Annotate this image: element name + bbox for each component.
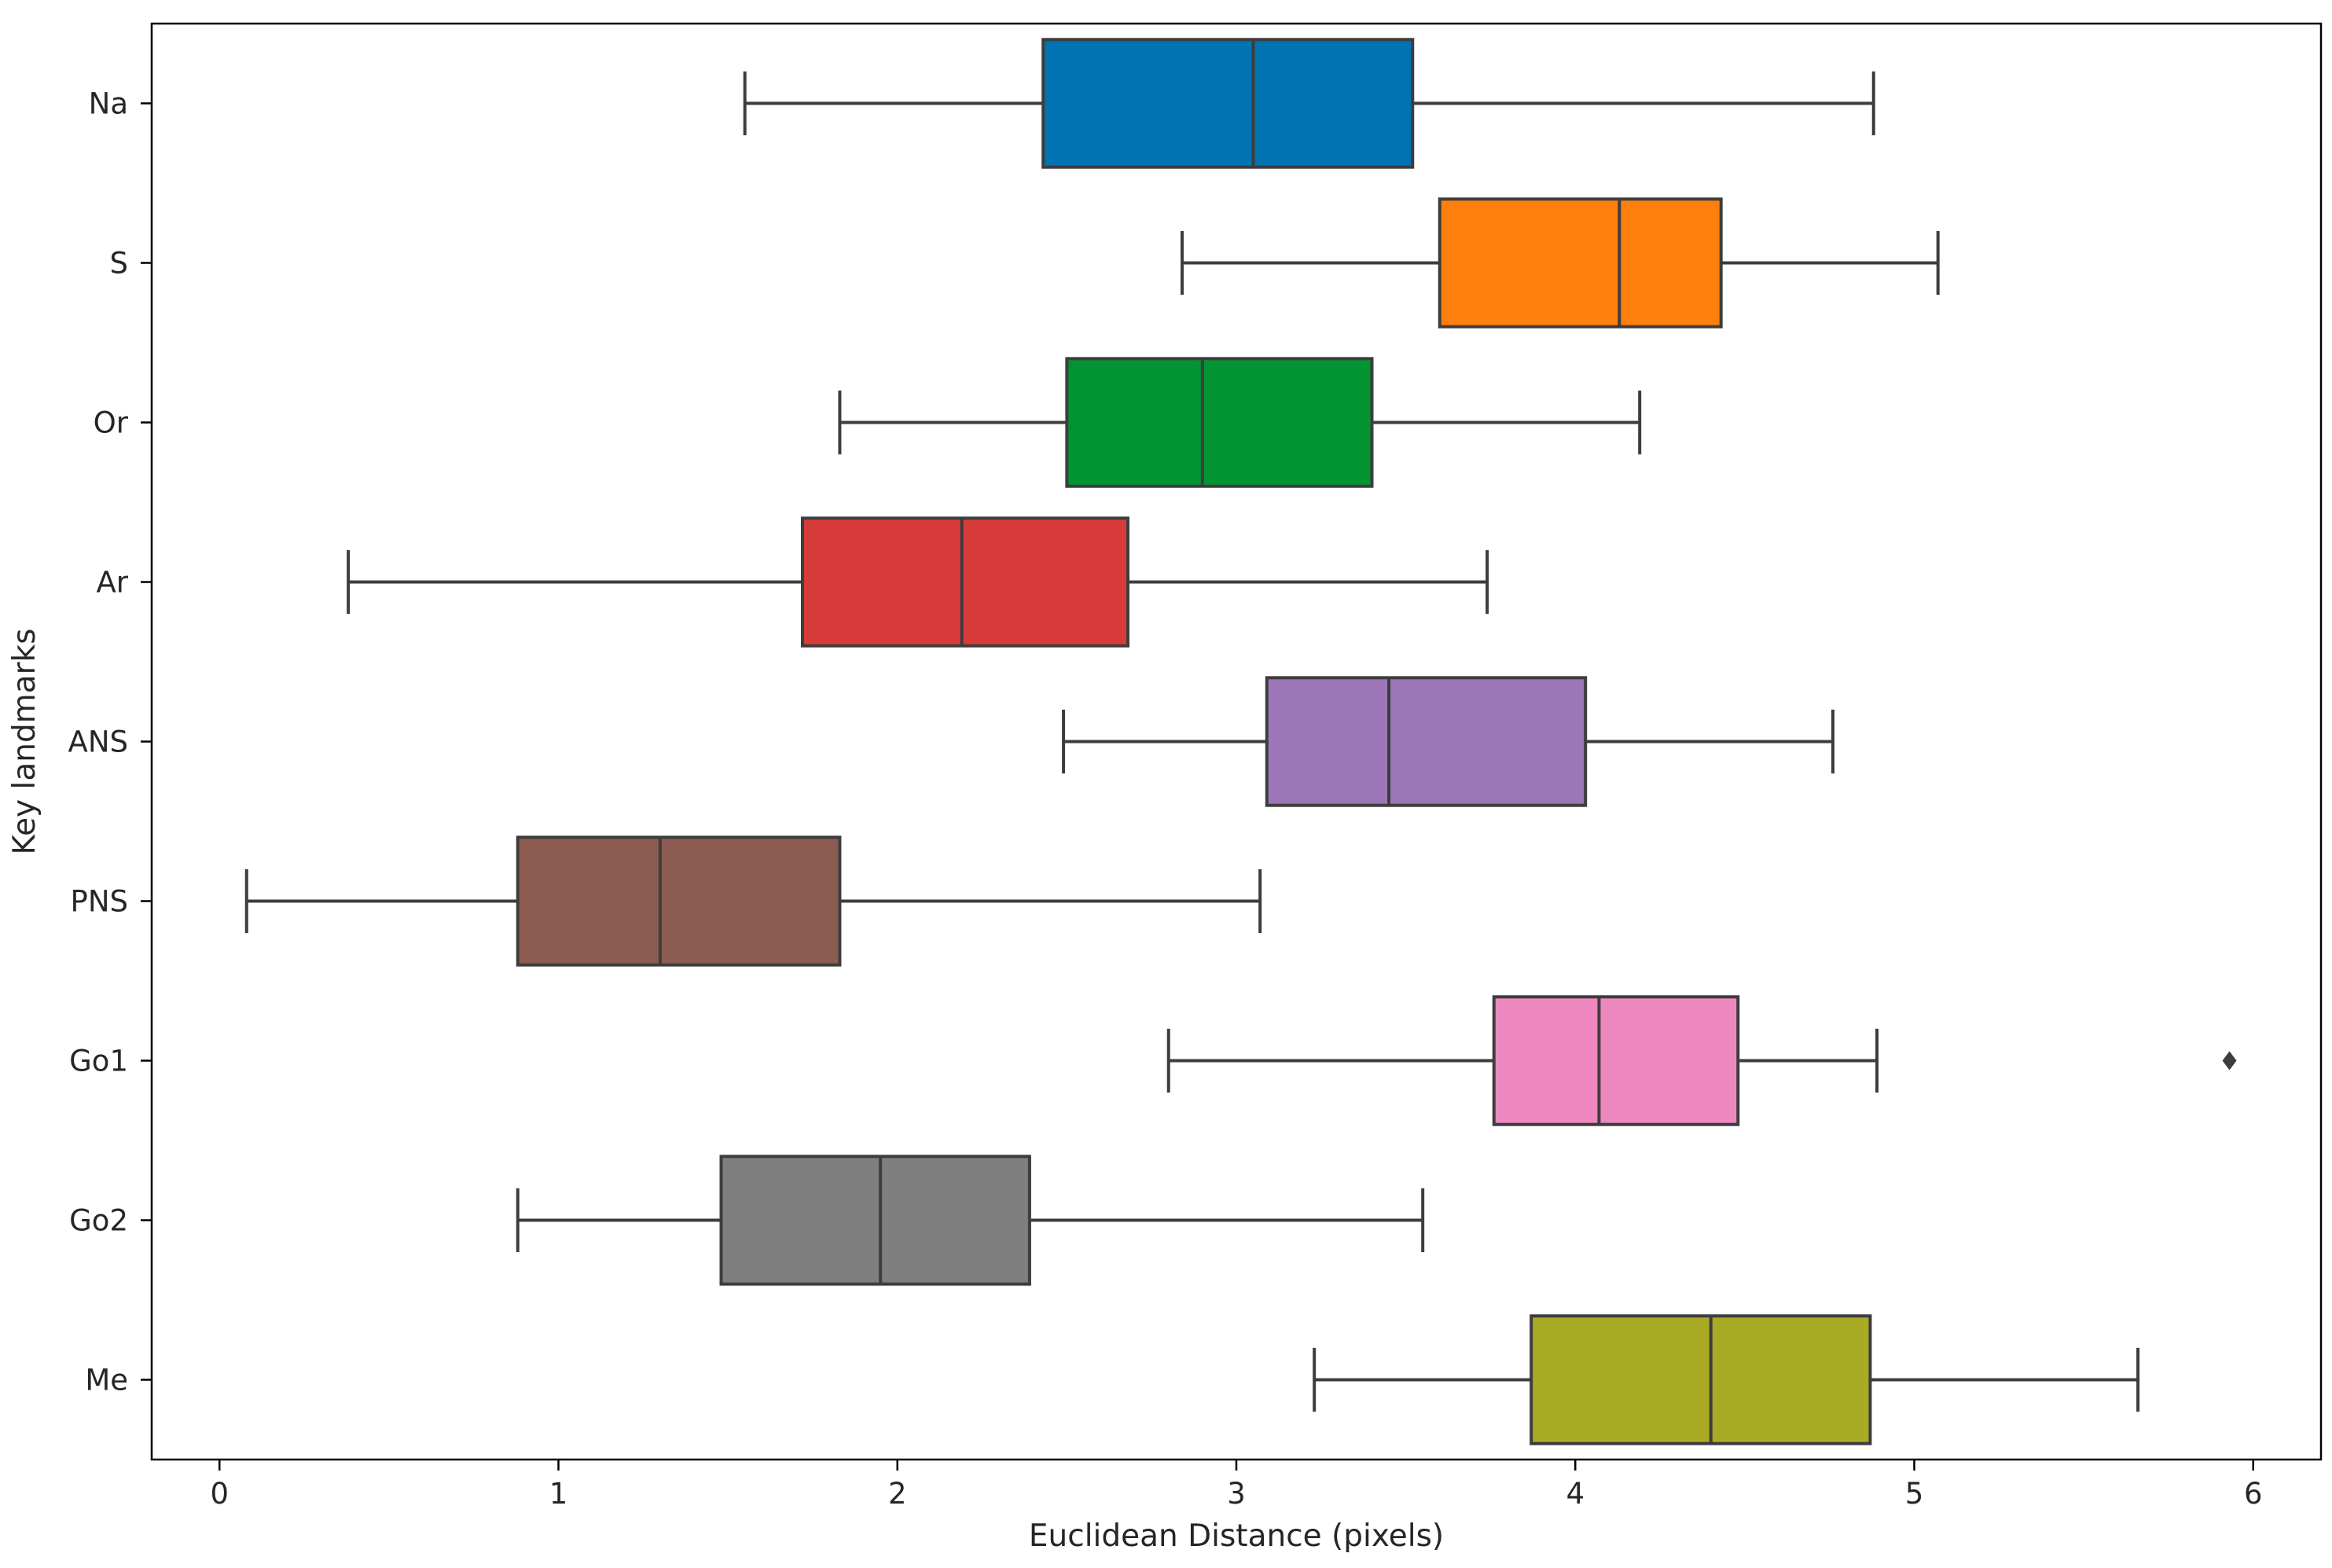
y-tick-label-na: Na [89,87,128,121]
y-tick-label-me: Me [85,1364,128,1397]
flier-go1-0 [2222,1051,2237,1070]
boxes-layer [244,38,2237,1445]
y-axis-ticks: Na S Or Ar ANS PNS Go1 Go2 Me [68,87,152,1397]
y-axis-label: Key landmarks [7,628,42,854]
y-tick-label-ans: ANS [68,725,128,759]
x-axis-ticks: 0 1 2 3 4 5 6 [210,1460,2263,1511]
x-tick-label-4: 4 [1566,1477,1585,1511]
x-tick-label-6: 6 [2244,1477,2263,1511]
box-or [1065,357,1374,488]
box-pns [516,835,842,967]
box-group-go1 [1166,995,2237,1126]
plot-frame [150,22,2323,1461]
box-group-or [838,357,1642,488]
box-group-ar [347,516,1489,648]
y-tick-label-s: S [110,247,129,281]
box-na [1041,38,1415,169]
box-ans [1265,676,1588,807]
box-go2 [719,1155,1031,1286]
box-s [1438,197,1723,329]
y-tick-label-or: Or [94,406,129,440]
y-tick-label-pns: PNS [71,885,128,919]
box-group-na [743,38,1875,169]
box-group-go2 [516,1155,1425,1286]
x-tick-label-1: 1 [549,1477,568,1511]
box-group-me [1313,1314,2140,1445]
y-tick-label-go1: Go1 [69,1045,128,1078]
x-tick-label-2: 2 [888,1477,907,1511]
x-axis-label: Euclidean Distance (pixels) [1029,1518,1444,1554]
box-group-s [1181,197,1940,329]
x-tick-label-0: 0 [210,1477,229,1511]
x-tick-label-3: 3 [1227,1477,1246,1511]
box-group-ans [1062,676,1834,807]
box-me [1530,1314,1872,1445]
y-tick-label-go2: Go2 [69,1204,128,1238]
x-tick-label-5: 5 [1905,1477,1924,1511]
box-go1 [1492,995,1740,1126]
box-group-pns [244,835,1262,967]
y-tick-label-ar: Ar [96,566,128,600]
box-ar [801,516,1129,648]
